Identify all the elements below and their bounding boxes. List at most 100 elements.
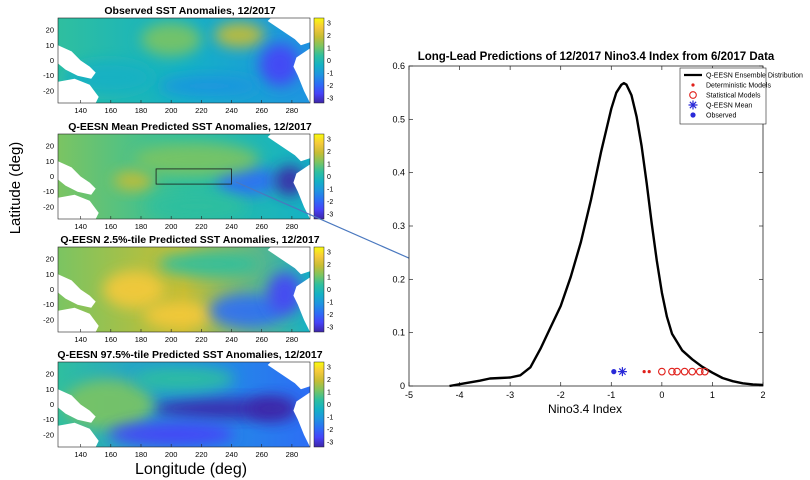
colorbar-tick: 2 [327,377,331,384]
map-x-tick: 240 [225,106,238,115]
sst-field [58,247,310,332]
point-star [617,367,627,377]
map-x-tick: 180 [135,450,148,459]
map-y-tick: 20 [46,370,54,379]
map-y-tick: -20 [43,430,54,439]
legend-label: Q-EESN Mean [706,103,752,110]
colorbar-tick: 0 [327,287,331,294]
map-panel-observed: Observed SST Anomalies, 12/2017 140 160 18… [43,5,333,115]
map-y-tick: -10 [43,300,54,309]
y-tick-label: 0.5 [392,114,405,124]
legend-label: Observed [706,113,736,120]
map-x-tick: 140 [74,335,87,344]
legend-label: Q-EESN Ensemble Distribution [706,73,803,80]
figure-ylabel: Latitude (deg) [7,142,24,235]
x-tick-label: -3 [506,390,514,400]
map-y-tick: -20 [43,315,54,324]
colorbar-tick: -1 [327,187,333,194]
map-y-tick: 20 [46,142,54,151]
colorbar-tick: -2 [327,83,333,90]
x-tick-label: -2 [557,390,565,400]
colorbar-tick: 0 [327,402,331,409]
legend-marker [691,83,695,87]
map-x-tick: 200 [165,335,178,344]
map-x-tick: 280 [286,335,299,344]
y-tick-label: 0.6 [392,61,405,71]
map-y-tick: -10 [43,187,54,196]
colorbar-tick: 3 [327,365,331,372]
map-x-tick: 220 [195,335,208,344]
colorbar-tick: 3 [327,137,331,144]
colorbar-tick: 1 [327,275,331,282]
map-y-tick: 10 [46,157,54,166]
x-tick-label: -5 [405,390,413,400]
legend-label: Statistical Models [706,93,761,100]
map-x-tick: 180 [135,335,148,344]
legend-label: Deterministic Models [706,83,771,90]
colorbar-tick: 2 [327,149,331,156]
land-mask [267,134,310,162]
y-tick-label: 0.2 [392,274,405,284]
map-title: Q-EESN Mean Predicted SST Anomalies, 12/… [68,121,312,133]
map-y-tick: 0 [50,172,54,181]
point-circle [673,367,681,376]
colorbar-tick: 2 [327,262,331,269]
ensemble-distribution-line [449,81,764,388]
point-dot [647,370,651,374]
point-point [611,369,617,375]
map-x-tick: 220 [195,450,208,459]
land-mask [58,422,99,447]
colorbar-tick: 1 [327,390,331,397]
map-y-tick: 0 [50,285,54,294]
map-y-tick: 0 [50,400,54,409]
map-y-tick: 0 [50,56,54,65]
map-title: Q-EESN 2.5%-tile Predicted SST Anomalies… [60,234,319,246]
land-mask [267,247,310,275]
map-x-tick: 280 [286,450,299,459]
map-y-tick: 10 [46,41,54,50]
y-tick-label: 0.1 [392,328,405,338]
point-circle [695,367,704,376]
colorbar-tick: -2 [327,312,333,319]
y-tick-label: 0 [400,381,405,391]
land-mask [58,274,96,308]
map-y-tick: 10 [46,385,54,394]
x-tick-label: -4 [456,390,464,400]
map-y-tick: -20 [43,86,54,95]
map-x-tick: 200 [165,222,178,231]
sst-field [58,362,310,447]
colorbar-tick: -3 [327,212,333,219]
map-x-tick: 240 [225,222,238,231]
map-x-tick: 160 [105,450,118,459]
map-title: Q-EESN 97.5%-tile Predicted SST Anomalie… [57,349,322,361]
land-mask [293,392,310,447]
legend-marker [690,112,696,118]
land-mask [267,18,310,46]
map-x-tick: 200 [165,106,178,115]
colorbar-tick: 0 [327,174,331,181]
map-y-tick: -20 [43,202,54,211]
map-x-tick: 180 [135,222,148,231]
map-x-tick: 160 [105,106,118,115]
land-mask [293,277,310,332]
x-tick-label: 2 [760,390,765,400]
map-x-tick: 140 [74,450,87,459]
figure-xlabel: Longitude (deg) [135,461,247,478]
colorbar-tick: 2 [327,33,331,40]
land-mask [58,389,96,423]
land-mask [58,78,99,103]
map-title: Observed SST Anomalies, 12/2017 [104,5,275,17]
colorbar-tick: 1 [327,46,331,53]
map-x-tick: 140 [74,222,87,231]
colorbar-tick: -3 [327,325,333,332]
colorbar-tick: -1 [327,71,333,78]
x-tick-label: -1 [607,390,615,400]
nino-chart: Long-Lead Predictions of 12/2017 Nino3.4… [392,51,802,416]
land-mask [58,194,99,219]
land-mask [58,161,96,195]
colorbar [313,361,325,448]
colorbar [313,17,325,104]
map-x-tick: 220 [195,222,208,231]
colorbar-tick: -3 [327,96,333,103]
